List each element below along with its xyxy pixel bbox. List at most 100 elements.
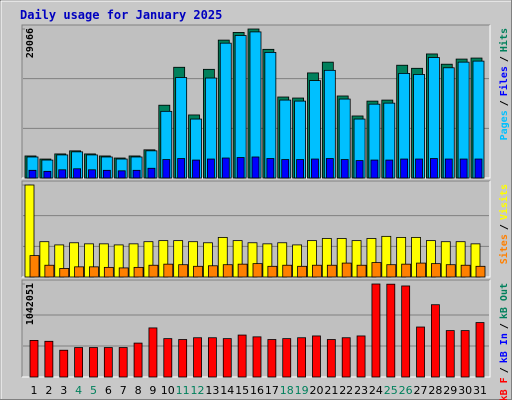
bar [340, 159, 349, 179]
legend-separator: / [499, 56, 510, 62]
x-tick-label: 24 [369, 384, 383, 397]
bar [416, 326, 425, 378]
bar [370, 159, 379, 179]
bar [147, 167, 156, 179]
bar [401, 285, 411, 378]
x-tick-label: 19 [295, 384, 309, 397]
x-tick-label: 2 [45, 384, 52, 397]
bar [282, 264, 293, 278]
bar [351, 240, 362, 278]
x-tick-label: 12 [191, 384, 205, 397]
bar [117, 170, 126, 179]
bar [237, 334, 247, 378]
bar [400, 158, 409, 179]
bar [445, 330, 455, 378]
bar [89, 266, 99, 278]
bar [247, 242, 258, 278]
bar [84, 243, 94, 278]
legend-entry: Visits [498, 184, 510, 220]
bar [54, 244, 65, 278]
bar [267, 265, 278, 278]
x-tick-label: 16 [250, 384, 264, 397]
bar [162, 159, 171, 179]
bar [118, 347, 128, 378]
bar [192, 159, 200, 179]
bar [445, 264, 456, 278]
bar [430, 263, 441, 278]
bar [222, 264, 233, 278]
bar [470, 243, 481, 278]
bar [366, 238, 377, 278]
bar [341, 262, 352, 278]
bar [460, 330, 470, 378]
bar [132, 169, 141, 179]
x-tick-label: 31 [473, 384, 487, 397]
bar [416, 262, 426, 278]
bar [59, 268, 70, 278]
bar [133, 342, 143, 378]
bar [277, 242, 288, 278]
legend-entry: Sites [498, 234, 510, 264]
bar [326, 339, 336, 378]
bar [178, 339, 188, 378]
x-tick-label: 25 [384, 384, 398, 397]
bar [249, 31, 262, 179]
bar [88, 169, 96, 179]
bar [396, 237, 407, 278]
x-tick-label: 21 [324, 384, 338, 397]
bar [217, 237, 228, 278]
x-tick-label: 9 [149, 384, 156, 397]
bar [193, 265, 203, 278]
bar [321, 238, 332, 278]
legend: Sites / Visits [498, 184, 510, 264]
bar [163, 263, 174, 278]
bar [44, 264, 55, 278]
x-tick-label: 4 [75, 384, 82, 397]
bar [292, 244, 303, 278]
x-tick-label: 29 [443, 384, 457, 397]
bar [381, 235, 392, 278]
x-tick-label: 27 [414, 384, 428, 397]
bar [297, 337, 307, 378]
bar [237, 263, 248, 278]
y-tick-label: 29066 [25, 28, 36, 58]
bar [356, 335, 366, 378]
x-tick-label: 5 [90, 384, 97, 397]
bar [385, 159, 394, 179]
panel-bevel [21, 24, 490, 178]
bar [173, 240, 184, 278]
bar [252, 336, 262, 378]
x-tick-label: 11 [176, 384, 190, 397]
bar [39, 241, 50, 278]
bar [455, 241, 466, 278]
legend-entry: kB In [499, 333, 510, 363]
bar [59, 349, 69, 378]
bar [430, 304, 440, 378]
bar [356, 264, 367, 278]
bar [118, 267, 129, 278]
bar [267, 339, 277, 378]
bar [336, 238, 347, 278]
legend: kB F / kB In / kB Out [499, 283, 510, 400]
bar [222, 338, 232, 378]
bar [43, 170, 52, 179]
bar [178, 264, 189, 278]
bar [98, 243, 109, 278]
bar [341, 337, 351, 378]
bar [24, 184, 35, 278]
bar [236, 157, 245, 179]
x-tick-label: 15 [235, 384, 249, 397]
x-tick-label: 30 [458, 384, 472, 397]
legend: Pages / Files / Hits [498, 28, 510, 140]
bar [325, 158, 334, 179]
bar [58, 169, 67, 179]
legend-separator: / [499, 100, 510, 106]
legend-separator: / [499, 224, 510, 230]
bar [232, 240, 243, 278]
bar [113, 244, 124, 278]
bar [102, 169, 111, 179]
bar [307, 240, 317, 278]
bar [163, 338, 173, 378]
